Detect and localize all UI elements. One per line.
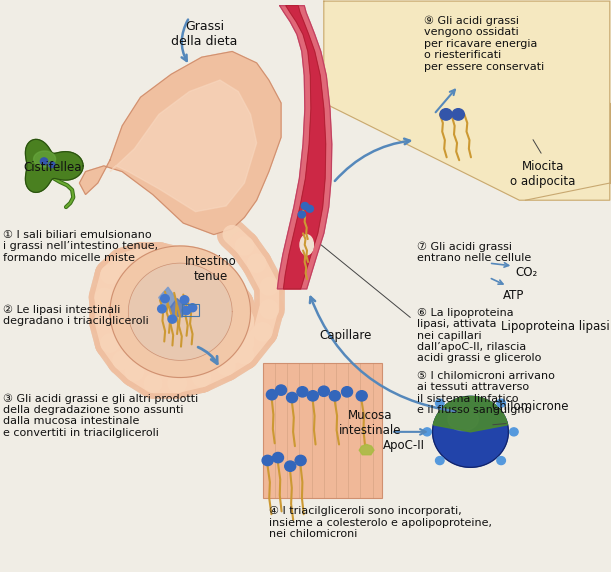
Circle shape <box>273 452 284 463</box>
Circle shape <box>266 390 277 400</box>
Circle shape <box>182 307 191 315</box>
Text: entrano nelle cellule: entrano nelle cellule <box>417 253 531 263</box>
Text: Cistifellea: Cistifellea <box>23 161 82 174</box>
Text: ⑦ Gli acidi grassi: ⑦ Gli acidi grassi <box>417 241 511 252</box>
Circle shape <box>356 391 367 401</box>
Circle shape <box>306 205 313 212</box>
Ellipse shape <box>300 235 313 255</box>
Polygon shape <box>170 299 186 317</box>
FancyBboxPatch shape <box>263 363 382 498</box>
Text: Intestino
tenue: Intestino tenue <box>185 255 236 283</box>
Text: Grassi
della dieta: Grassi della dieta <box>172 20 238 48</box>
Text: Lipoproteina lipasi: Lipoproteina lipasi <box>501 320 610 333</box>
Text: ApoC-II: ApoC-II <box>383 439 425 452</box>
Circle shape <box>510 428 518 436</box>
Circle shape <box>307 391 318 401</box>
Text: e il flusso sanguigno: e il flusso sanguigno <box>417 405 531 415</box>
Text: per essere conservati: per essere conservati <box>424 62 544 72</box>
Polygon shape <box>433 396 508 432</box>
Text: dalla mucosa intestinale: dalla mucosa intestinale <box>3 416 139 426</box>
Circle shape <box>49 162 55 168</box>
Circle shape <box>262 455 273 466</box>
Circle shape <box>423 428 431 436</box>
Polygon shape <box>284 6 326 289</box>
Text: ① I sali biliari emulsionano: ① I sali biliari emulsionano <box>3 230 152 240</box>
Text: formando micelle miste: formando micelle miste <box>3 253 135 263</box>
Polygon shape <box>110 80 257 212</box>
Polygon shape <box>110 246 251 378</box>
Circle shape <box>287 392 298 403</box>
Text: ai tessuti attraverso: ai tessuti attraverso <box>417 382 529 392</box>
Circle shape <box>440 109 452 120</box>
Text: ③ Gli acidi grassi e gli altri prodotti: ③ Gli acidi grassi e gli altri prodotti <box>3 394 199 404</box>
Bar <box>182 304 199 316</box>
Text: CO₂: CO₂ <box>515 266 537 279</box>
Circle shape <box>497 456 505 464</box>
Text: ② Le lipasi intestinali: ② Le lipasi intestinali <box>3 304 120 315</box>
Text: e convertiti in triacilgliceroli: e convertiti in triacilgliceroli <box>3 428 159 438</box>
Circle shape <box>188 304 197 312</box>
Circle shape <box>436 399 444 407</box>
Polygon shape <box>79 51 281 235</box>
Text: ATP: ATP <box>503 289 524 302</box>
Circle shape <box>497 399 505 407</box>
Text: acidi grassi e glicerolo: acidi grassi e glicerolo <box>417 353 541 363</box>
Circle shape <box>318 386 329 396</box>
Polygon shape <box>433 396 508 467</box>
Circle shape <box>298 211 306 218</box>
Polygon shape <box>324 1 610 200</box>
Polygon shape <box>26 140 83 192</box>
Circle shape <box>342 387 353 397</box>
Text: il sistema linfatico: il sistema linfatico <box>417 394 518 403</box>
Text: ⑥ La lipoproteina: ⑥ La lipoproteina <box>417 308 513 317</box>
Circle shape <box>301 202 309 209</box>
Text: insieme a colesterolo e apolipoproteine,: insieme a colesterolo e apolipoproteine, <box>269 518 492 527</box>
Text: Miocita
o adipocita: Miocita o adipocita <box>510 160 575 188</box>
Text: nei capillari: nei capillari <box>417 331 481 340</box>
Text: nei chilomicroni: nei chilomicroni <box>269 529 357 539</box>
Text: i grassi nell’intestino tenue,: i grassi nell’intestino tenue, <box>3 241 158 251</box>
Text: ⑨ Gli acidi grassi: ⑨ Gli acidi grassi <box>424 16 519 26</box>
Text: ⑤ I chilomicroni arrivano: ⑤ I chilomicroni arrivano <box>417 371 555 380</box>
Text: vengono ossidati: vengono ossidati <box>424 27 519 37</box>
Text: lipasi, attivata: lipasi, attivata <box>417 319 496 329</box>
Circle shape <box>158 305 166 313</box>
Polygon shape <box>359 444 374 455</box>
Circle shape <box>276 385 287 395</box>
Circle shape <box>297 387 308 397</box>
Circle shape <box>40 158 48 165</box>
Circle shape <box>161 295 169 303</box>
Text: Chilomicrone: Chilomicrone <box>492 400 569 414</box>
Polygon shape <box>128 263 232 360</box>
Text: degradano i triacilgliceroli: degradano i triacilgliceroli <box>3 316 149 325</box>
Text: ④ I triacilgliceroli sono incorporati,: ④ I triacilgliceroli sono incorporati, <box>269 506 461 516</box>
Polygon shape <box>277 6 332 289</box>
Polygon shape <box>159 287 176 308</box>
Circle shape <box>452 109 464 120</box>
Circle shape <box>285 461 296 471</box>
Text: della degradazione sono assunti: della degradazione sono assunti <box>3 405 183 415</box>
Circle shape <box>180 296 189 304</box>
Text: Mucosa
intestinale: Mucosa intestinale <box>338 409 401 437</box>
Circle shape <box>168 315 177 323</box>
Text: per ricavare energia: per ricavare energia <box>424 39 538 49</box>
Polygon shape <box>34 151 56 167</box>
Circle shape <box>329 391 340 401</box>
Polygon shape <box>448 408 478 431</box>
Text: o riesterificati: o riesterificati <box>424 50 501 60</box>
Text: Capillare: Capillare <box>319 329 371 342</box>
Text: dall’apoC-II, rilascia: dall’apoC-II, rilascia <box>417 342 526 352</box>
Circle shape <box>436 456 444 464</box>
Circle shape <box>295 455 306 466</box>
